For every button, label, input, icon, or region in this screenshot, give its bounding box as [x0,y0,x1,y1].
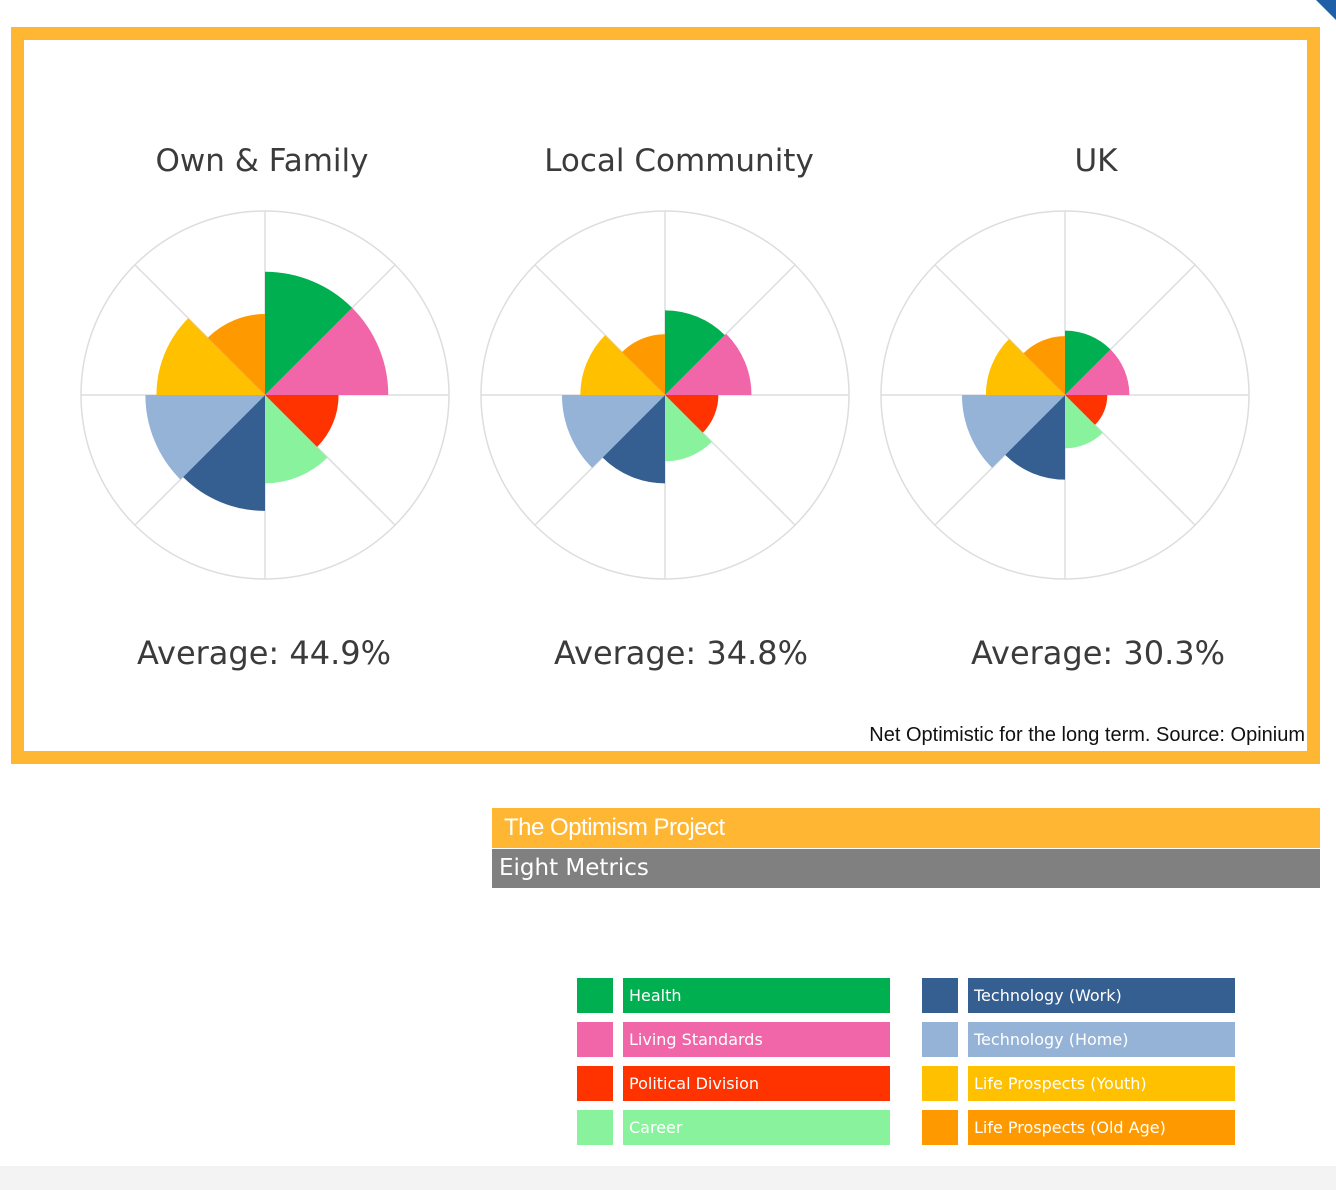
rose-wedge-career [265,395,328,484]
legend-item-technology-home: Technology (Home) [922,1022,1235,1057]
rose-wedge-technology-home [961,395,1065,468]
legend-label: Political Division [623,1066,890,1101]
legend-item-life-prospects-old-age: Life Prospects (Old Age) [922,1110,1235,1145]
rose-wedge-career [1065,395,1103,449]
rose-wedge-life-prospects-youth [580,335,665,395]
average-local-community: Average: 34.8% [553,634,808,672]
legend-label: Health [623,978,890,1013]
average-own-family: Average: 44.9% [136,634,391,672]
rose-chart-own-family [80,210,450,580]
legend-swatch [577,978,613,1013]
rose-wedge-political-division [265,395,339,448]
rose-wedge-living-standards [1065,349,1130,395]
legend-label: Technology (Home) [968,1022,1235,1057]
chart-panel: Own & Family Local Community UK Average:… [11,27,1320,764]
footer-bar [0,1166,1336,1190]
legend-swatch [577,1110,613,1145]
rose-wedge-living-standards [665,333,752,395]
legend-label: Technology (Work) [968,978,1235,1013]
legend-label: Life Prospects (Old Age) [968,1110,1235,1145]
banner-title: The Optimism Project [492,808,1320,848]
legend-swatch [922,1022,958,1057]
rose-wedge-health [265,271,353,395]
legend-swatch [922,978,958,1013]
legend-item-technology-work: Technology (Work) [922,978,1235,1013]
legend-item-political-division: Political Division [577,1066,890,1101]
rose-wedge-health [665,310,725,395]
legend-item-health: Health [577,978,890,1013]
rose-wedge-political-division [665,395,719,433]
legend-label: Career [623,1110,890,1145]
banner-subtitle: Eight Metrics [492,849,1320,888]
legend-label: Life Prospects (Youth) [968,1066,1235,1101]
legend-item-career: Career [577,1110,890,1145]
rose-wedge-life-prospects-old-age [207,314,265,395]
legend-item-life-prospects-youth: Life Prospects (Youth) [922,1066,1235,1101]
chart-title-uk: UK [1074,143,1118,179]
legend-item-living-standards: Living Standards [577,1022,890,1057]
legend-swatch [922,1066,958,1101]
rose-wedge-technology-home [145,395,265,480]
rose-chart-uk [880,210,1250,580]
rose-wedge-technology-home [561,395,665,468]
source-note: Net Optimistic for the long term. Source… [869,724,1305,746]
rose-wedge-political-division [1065,395,1108,425]
average-uk: Average: 30.3% [970,634,1225,672]
rose-wedge-technology-work [1005,395,1065,480]
rose-wedge-career [665,395,712,462]
rose-wedge-life-prospects-old-age [1023,336,1065,395]
legend-label: Living Standards [623,1022,890,1057]
rose-wedge-living-standards [265,307,389,395]
rose-wedge-technology-work [602,395,665,484]
legend-swatch [922,1110,958,1145]
chart-title-local-community: Local Community [544,143,814,179]
rose-wedge-life-prospects-youth [985,339,1065,395]
corner-tab [1316,0,1336,20]
legend-swatch [577,1066,613,1101]
rose-wedge-technology-work [183,395,265,511]
legend-swatch [577,1022,613,1057]
rose-wedge-life-prospects-old-age [622,334,665,395]
rose-wedge-life-prospects-youth [156,318,265,395]
rose-chart-local-community [480,210,850,580]
chart-title-own-family: Own & Family [155,143,369,179]
rose-wedge-health [1065,330,1111,395]
